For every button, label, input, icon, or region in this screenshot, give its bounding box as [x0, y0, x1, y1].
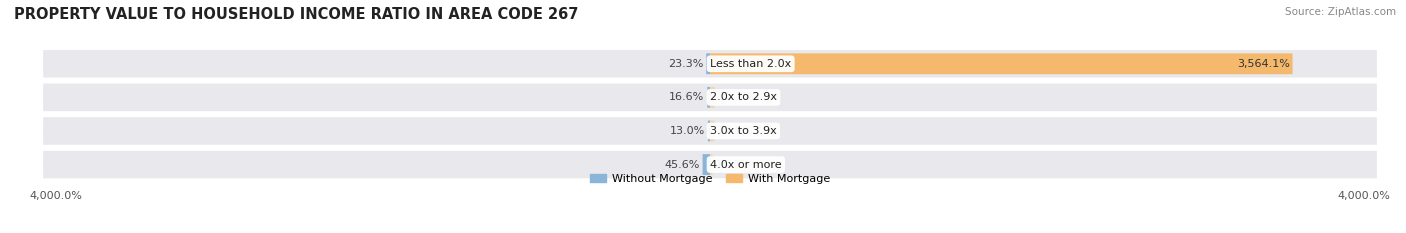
Text: 15.3%: 15.3% [716, 160, 751, 170]
Text: 16.6%: 16.6% [669, 92, 704, 102]
Text: 27.9%: 27.9% [717, 126, 754, 136]
Text: 3.0x to 3.9x: 3.0x to 3.9x [710, 126, 776, 136]
Text: 28.7%: 28.7% [717, 92, 754, 102]
FancyBboxPatch shape [706, 53, 710, 74]
FancyBboxPatch shape [707, 87, 710, 108]
FancyBboxPatch shape [710, 120, 714, 141]
Text: 2.0x to 2.9x: 2.0x to 2.9x [710, 92, 778, 102]
Text: 3,564.1%: 3,564.1% [1237, 59, 1289, 69]
Text: 13.0%: 13.0% [669, 126, 704, 136]
Text: 4.0x or more: 4.0x or more [710, 160, 782, 170]
Text: 23.3%: 23.3% [668, 59, 703, 69]
FancyBboxPatch shape [707, 120, 710, 141]
FancyBboxPatch shape [703, 154, 710, 175]
Text: Source: ZipAtlas.com: Source: ZipAtlas.com [1285, 7, 1396, 17]
FancyBboxPatch shape [44, 151, 1376, 178]
Text: 45.6%: 45.6% [664, 160, 700, 170]
Legend: Without Mortgage, With Mortgage: Without Mortgage, With Mortgage [585, 169, 835, 188]
FancyBboxPatch shape [710, 87, 714, 108]
FancyBboxPatch shape [710, 154, 713, 175]
FancyBboxPatch shape [44, 84, 1376, 111]
Text: PROPERTY VALUE TO HOUSEHOLD INCOME RATIO IN AREA CODE 267: PROPERTY VALUE TO HOUSEHOLD INCOME RATIO… [14, 7, 578, 22]
Text: Less than 2.0x: Less than 2.0x [710, 59, 792, 69]
FancyBboxPatch shape [44, 50, 1376, 78]
FancyBboxPatch shape [44, 117, 1376, 145]
FancyBboxPatch shape [710, 53, 1292, 74]
